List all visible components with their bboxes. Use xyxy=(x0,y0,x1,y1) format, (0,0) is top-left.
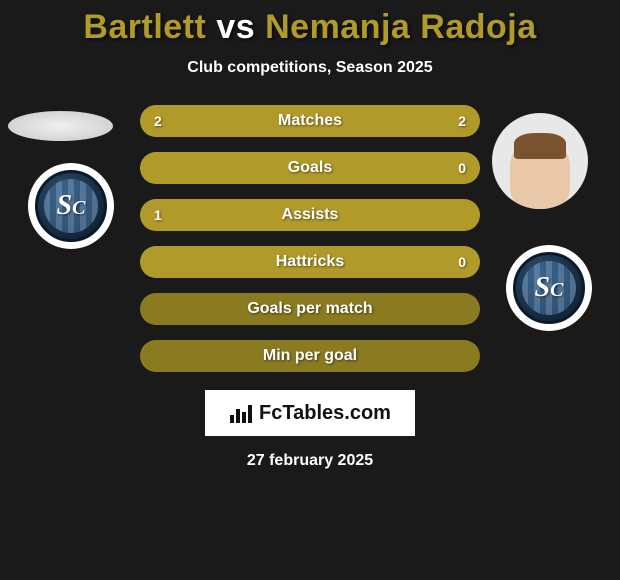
stat-row: Hattricks 0 xyxy=(140,246,480,278)
player1-avatar xyxy=(8,111,113,141)
stat-right-value: 0 xyxy=(458,160,466,176)
stat-row: 1 Assists xyxy=(140,199,480,231)
stat-label: Matches xyxy=(278,112,342,130)
stat-right-value: 0 xyxy=(458,254,466,270)
brand-badge: FcTables.com xyxy=(205,390,415,436)
stat-row: Min per goal xyxy=(140,340,480,372)
title-player1: Bartlett xyxy=(83,8,206,46)
title-player2: Nemanja Radoja xyxy=(265,8,537,46)
stat-row: Goals 0 xyxy=(140,152,480,184)
brand-text: FcTables.com xyxy=(259,402,391,425)
sporting-kc-crest-icon: SC xyxy=(513,252,585,324)
stat-left-value: 1 xyxy=(154,207,162,223)
stat-left-value: 2 xyxy=(154,113,162,129)
sporting-kc-crest-icon: SC xyxy=(35,170,107,242)
stat-bars: 2 Matches 2 Goals 0 1 Assists Hattricks … xyxy=(140,105,480,372)
player1-club-crest: SC xyxy=(28,163,114,249)
page-title: Bartlett vs Nemanja Radoja xyxy=(83,8,536,47)
stat-row: 2 Matches 2 xyxy=(140,105,480,137)
stat-row: Goals per match xyxy=(140,293,480,325)
stat-right-value: 2 xyxy=(458,113,466,129)
stats-area: SC SC 2 Matches 2 Goals 0 xyxy=(0,105,620,372)
stat-label: Hattricks xyxy=(276,253,344,271)
stat-label: Goals xyxy=(288,159,332,177)
stat-label: Assists xyxy=(282,206,339,224)
player2-club-crest: SC xyxy=(506,245,592,331)
player2-avatar xyxy=(492,113,588,209)
subtitle: Club competitions, Season 2025 xyxy=(187,59,432,77)
stat-label: Goals per match xyxy=(247,300,372,318)
date-text: 27 february 2025 xyxy=(247,452,373,470)
bar-chart-icon xyxy=(229,403,253,423)
title-vs: vs xyxy=(216,8,255,46)
stat-label: Min per goal xyxy=(263,347,357,365)
